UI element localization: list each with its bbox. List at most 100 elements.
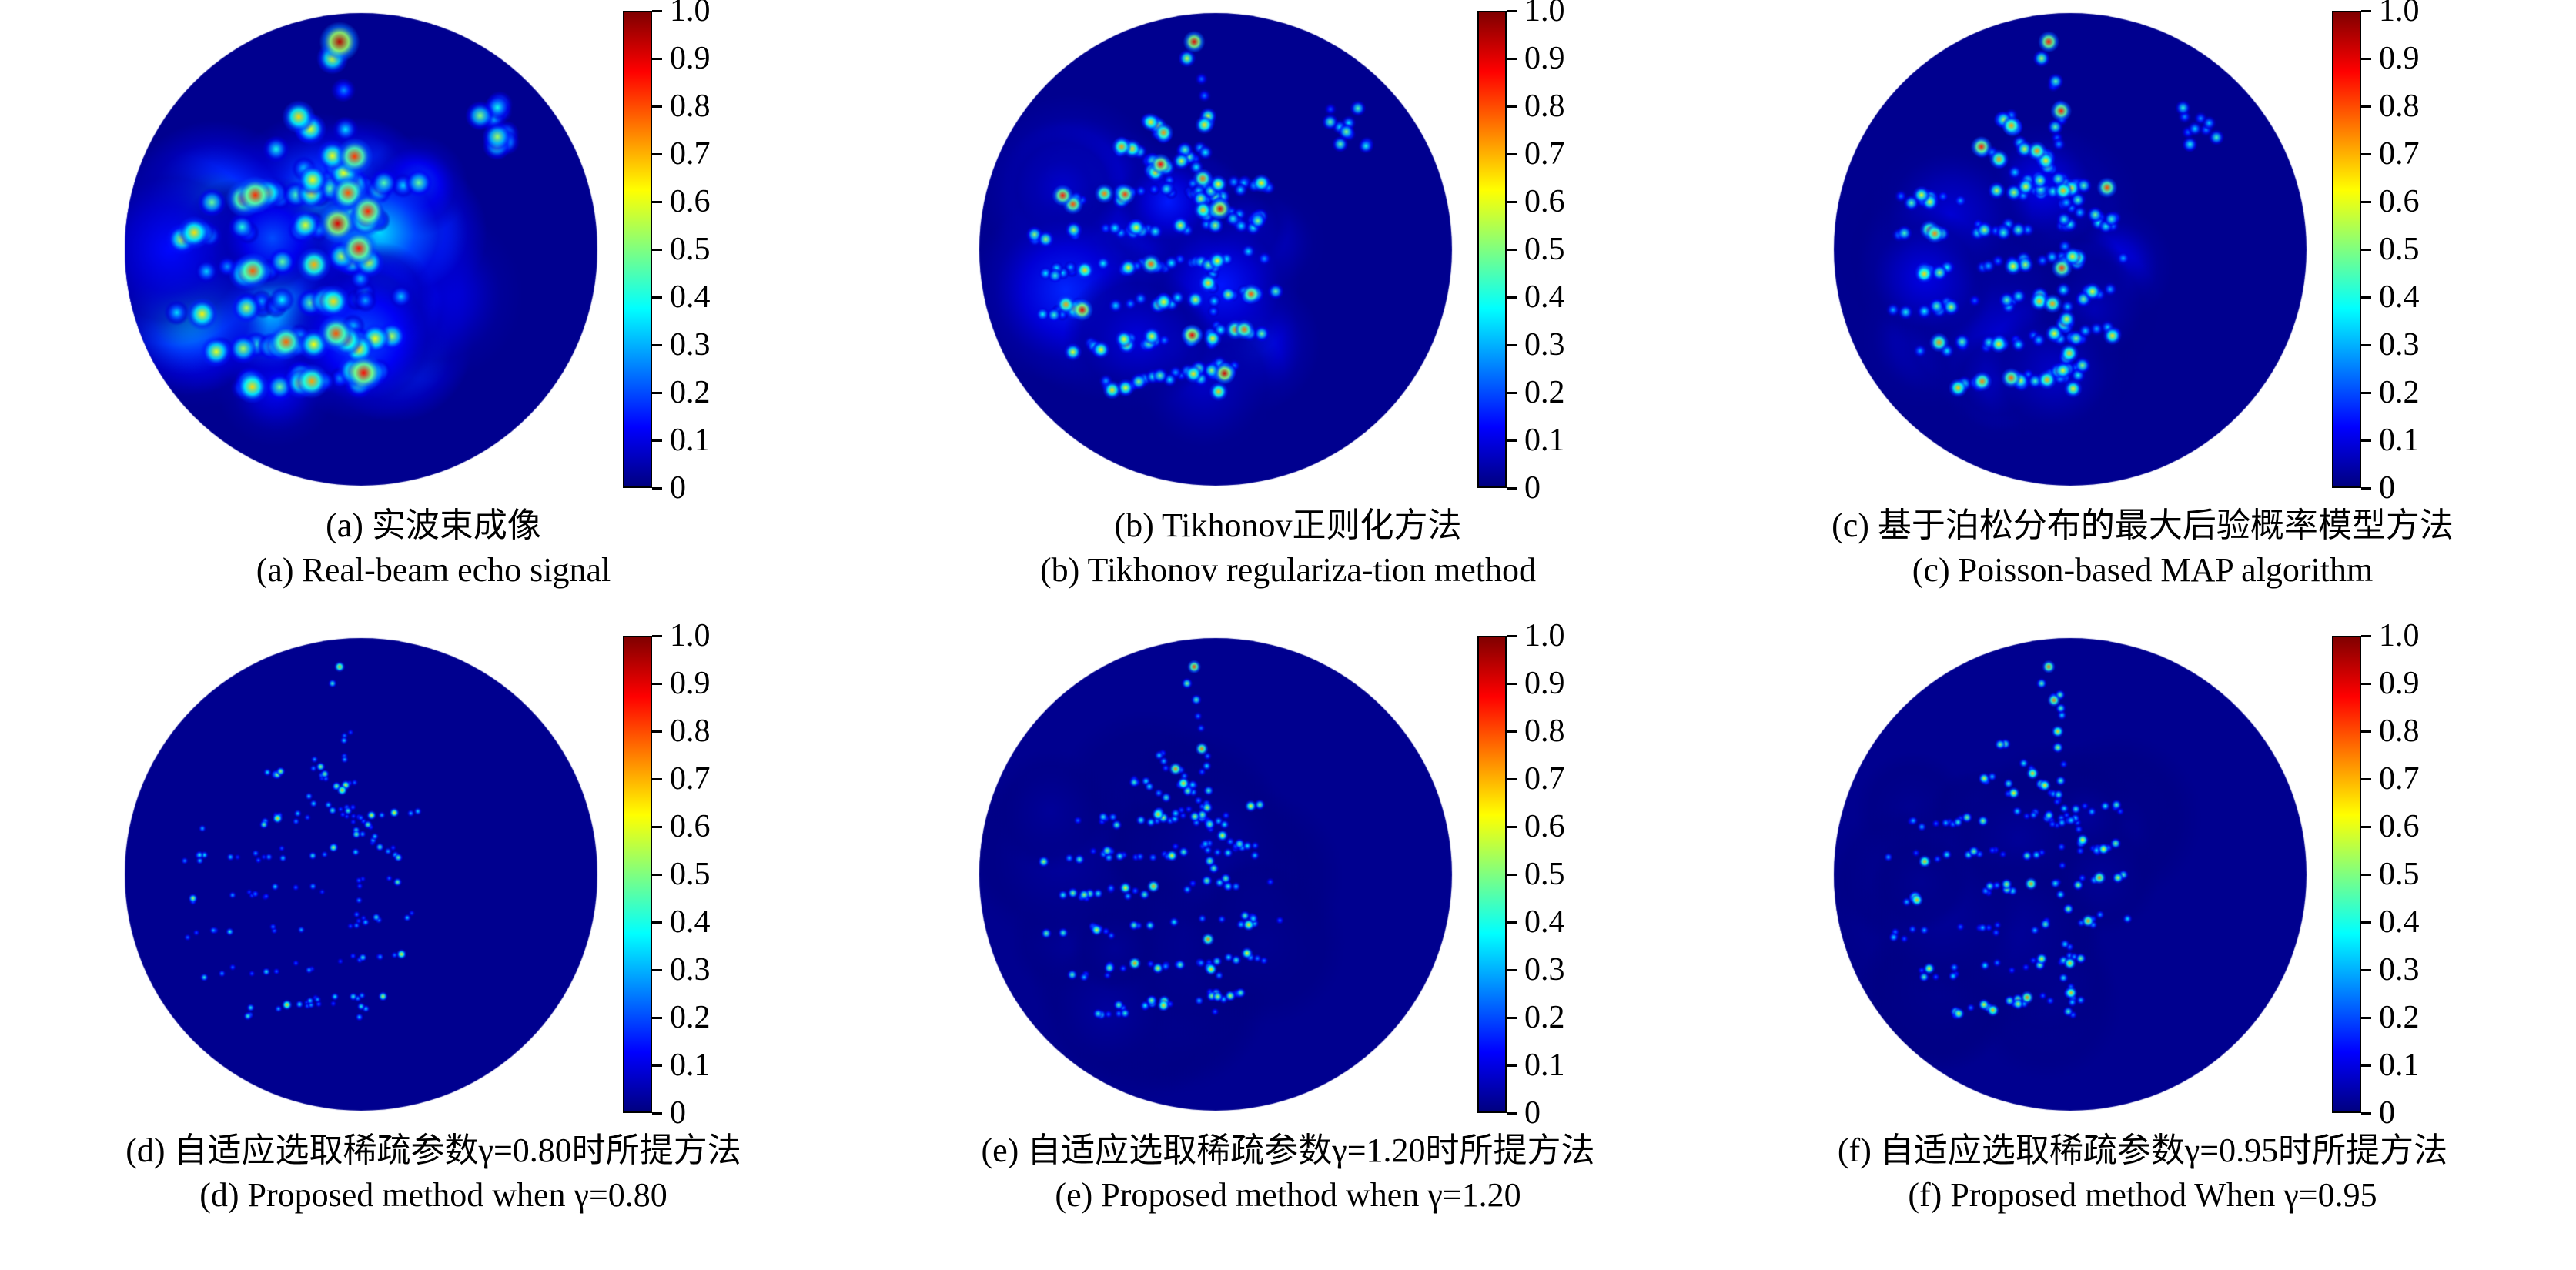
tick-mark [652, 105, 662, 108]
colorbar-ticks: 1.0 0.9 0.8 0.7 0.6 0.5 0.4 0.3 0.2 0.1 0 [2361, 620, 2454, 1129]
tick-label: 0.6 [670, 809, 711, 845]
colorbar-tick: 1.0 [1507, 620, 1565, 652]
tick-mark [2361, 921, 2371, 924]
colorbar-tick: 0.8 [1507, 715, 1565, 747]
radar-image-d [122, 636, 600, 1114]
colorbar-tick: 0.3 [1507, 329, 1565, 361]
panel-body: 1.0 0.9 0.8 0.7 0.6 0.5 0.4 0.3 0.2 0.1 0 [977, 0, 1599, 504]
tick-mark [2361, 105, 2371, 108]
colorbar-gradient [2332, 636, 2361, 1114]
colorbar: 1.0 0.9 0.8 0.7 0.6 0.5 0.4 0.3 0.2 0.1 0 [2332, 620, 2454, 1129]
colorbar: 1.0 0.9 0.8 0.7 0.6 0.5 0.4 0.3 0.2 0.1 0 [1477, 0, 1599, 504]
tick-label: 0.1 [2379, 423, 2420, 458]
panel-f: 1.0 0.9 0.8 0.7 0.6 0.5 0.4 0.3 0.2 0.1 0 (f) 自适应选… [1715, 620, 2570, 1218]
tick-mark [2361, 200, 2371, 203]
tick-mark [652, 391, 662, 394]
colorbar-tick: 0.1 [652, 1049, 711, 1081]
radar-image-e [977, 636, 1454, 1114]
tick-label: 0 [670, 1095, 686, 1131]
tick-mark [652, 682, 662, 685]
tick-mark [652, 439, 662, 442]
panel-e: 1.0 0.9 0.8 0.7 0.6 0.5 0.4 0.3 0.2 0.1 0 (e) 自适应选… [861, 620, 1715, 1218]
tick-mark [1507, 682, 1517, 685]
colorbar-tick: 0.8 [2361, 715, 2420, 747]
tick-label: 0.1 [1524, 1048, 1565, 1084]
colorbar-gradient [2332, 11, 2361, 488]
tick-mark [2361, 57, 2371, 60]
colorbar-tick: 0.2 [1507, 1001, 1565, 1034]
colorbar-ticks: 1.0 0.9 0.8 0.7 0.6 0.5 0.4 0.3 0.2 0.1 0 [1507, 620, 1599, 1129]
tick-mark [652, 730, 662, 733]
tick-label: 0.9 [670, 666, 711, 702]
tick-label: 0.8 [2379, 89, 2420, 124]
tick-mark [1507, 730, 1517, 733]
tick-label: 0.7 [670, 761, 711, 797]
colorbar-tick: 1.0 [652, 0, 711, 27]
colorbar-tick: 0.1 [652, 424, 711, 456]
tick-label: 0.9 [1524, 666, 1565, 702]
radar-image-a [122, 11, 600, 488]
colorbar-ticks: 1.0 0.9 0.8 0.7 0.6 0.5 0.4 0.3 0.2 0.1 0 [2361, 0, 2454, 504]
colorbar-tick: 0.4 [652, 281, 711, 313]
tick-mark [2361, 152, 2371, 155]
tick-mark [1507, 634, 1517, 637]
colorbar-tick: 0.7 [1507, 763, 1565, 795]
tick-mark [652, 1016, 662, 1019]
panel-d: 1.0 0.9 0.8 0.7 0.6 0.5 0.4 0.3 0.2 0.1 0 (d) 自适应选… [6, 620, 861, 1218]
colorbar-tick: 0.1 [1507, 1049, 1565, 1081]
tick-mark [1507, 921, 1517, 924]
colorbar-tick: 0.3 [2361, 329, 2420, 361]
panel-body: 1.0 0.9 0.8 0.7 0.6 0.5 0.4 0.3 0.2 0.1 0 [122, 620, 744, 1129]
colorbar-tick: 0.9 [1507, 667, 1565, 700]
tick-mark [1507, 296, 1517, 299]
colorbar-tick: 0.5 [652, 858, 711, 891]
tick-mark [2361, 777, 2371, 780]
tick-mark [652, 200, 662, 203]
caption: (d) 自适应选取稀疏参数γ=0.80时所提方法 (d) Proposed me… [125, 1128, 741, 1218]
colorbar-tick: 0 [2361, 1097, 2395, 1129]
colorbar-tick: 0.9 [652, 42, 711, 75]
tick-mark [652, 9, 662, 12]
colorbar-tick: 0.4 [1507, 281, 1565, 313]
colorbar-tick: 0.3 [652, 954, 711, 986]
colorbar-tick: 0.1 [2361, 1049, 2420, 1081]
colorbar-tick: 0.2 [2361, 1001, 2420, 1034]
tick-label: 0.8 [670, 89, 711, 124]
colorbar-tick: 0.8 [652, 715, 711, 747]
tick-label: 0.7 [2379, 761, 2420, 797]
tick-mark [1507, 105, 1517, 108]
radar-image-c [1832, 11, 2309, 488]
tick-mark [652, 296, 662, 299]
tick-mark [2361, 1016, 2371, 1019]
tick-mark [1507, 825, 1517, 828]
colorbar-tick: 0.4 [652, 906, 711, 938]
caption: (f) 自适应选取稀疏参数γ=0.95时所提方法 (f) Proposed me… [1838, 1128, 2447, 1218]
caption-en: (b) Tikhonov regulariza-tion method [1039, 551, 1536, 590]
colorbar-tick: 0 [2361, 472, 2395, 504]
panel-body: 1.0 0.9 0.8 0.7 0.6 0.5 0.4 0.3 0.2 0.1 0 [1832, 620, 2454, 1129]
colorbar-tick: 0.5 [1507, 858, 1565, 891]
colorbar-tick: 0.1 [2361, 424, 2420, 456]
colorbar-tick: 0.6 [2361, 810, 2420, 843]
colorbar-tick: 0.3 [2361, 954, 2420, 986]
colorbar: 1.0 0.9 0.8 0.7 0.6 0.5 0.4 0.3 0.2 0.1 0 [623, 620, 744, 1129]
colorbar-tick: 0 [652, 1097, 686, 1129]
colorbar-gradient [1477, 636, 1507, 1114]
tick-mark [2361, 682, 2371, 685]
tick-label: 1.0 [670, 618, 711, 654]
tick-mark [1507, 343, 1517, 346]
tick-label: 0.9 [1524, 41, 1565, 76]
tick-mark [652, 634, 662, 637]
tick-label: 0.9 [2379, 666, 2420, 702]
tick-mark [652, 152, 662, 155]
tick-label: 0.5 [1524, 232, 1565, 267]
tick-label: 1.0 [670, 0, 711, 28]
tick-label: 0 [670, 470, 686, 506]
caption-en: (f) Proposed method When γ=0.95 [1908, 1176, 2377, 1215]
tick-label: 0.2 [670, 375, 711, 410]
tick-label: 0.1 [670, 423, 711, 458]
colorbar-tick: 0 [652, 472, 686, 504]
tick-label: 0 [2379, 1095, 2395, 1131]
tick-label: 0.3 [2379, 952, 2420, 988]
tick-mark [652, 248, 662, 251]
